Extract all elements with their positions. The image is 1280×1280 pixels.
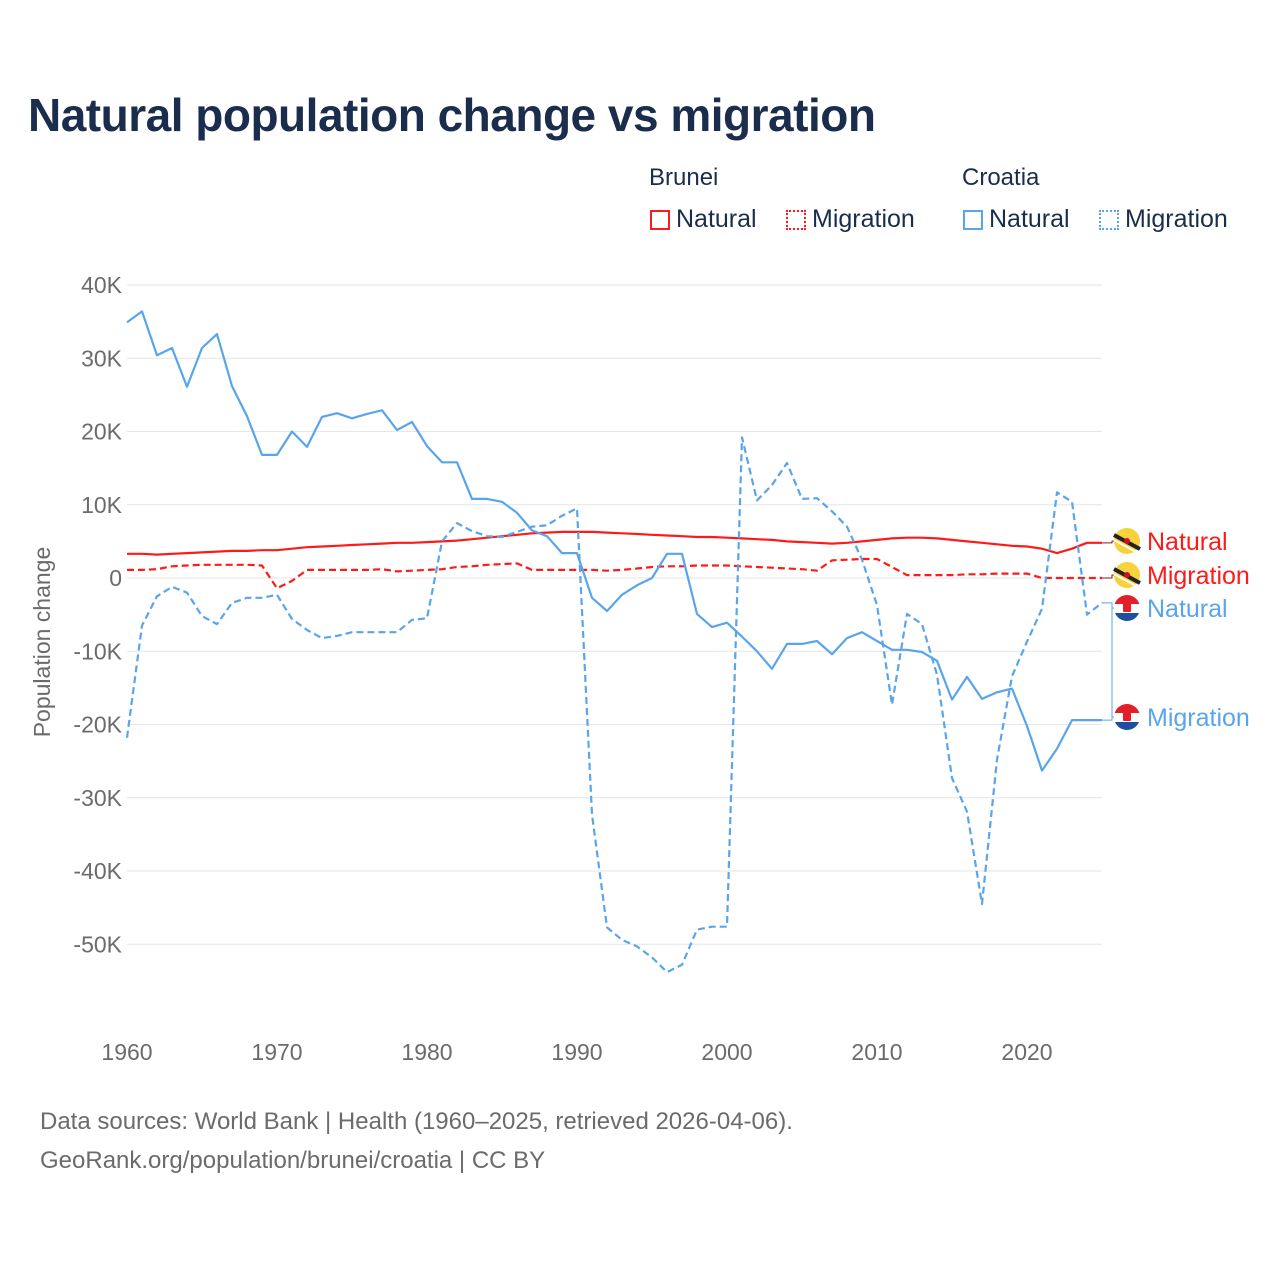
y-tick-label: -50K — [73, 931, 122, 957]
x-tick-label: 1970 — [251, 1039, 302, 1065]
flag-emblem — [1124, 538, 1130, 544]
end-label: Migration — [1147, 704, 1250, 732]
legend-swatch-dotted — [786, 209, 806, 230]
x-tick-label: 1990 — [551, 1039, 602, 1065]
legend-label: Natural — [989, 205, 1070, 233]
croatia-flag-icon — [1114, 704, 1140, 730]
flag-stripe-red — [1114, 595, 1140, 604]
end-label: Natural — [1147, 595, 1228, 623]
end-label-connector — [1102, 602, 1115, 718]
footer-sources: Data sources: World Bank | Health (1960–… — [40, 1108, 793, 1135]
end-label: Migration — [1147, 562, 1250, 590]
x-tick-label: 2010 — [851, 1039, 902, 1065]
legend-swatch-solid — [963, 209, 983, 230]
flag-shield — [1123, 711, 1131, 721]
series-line-croatia-migration — [125, 436, 1103, 974]
legend-label: Migration — [1125, 205, 1228, 233]
series-line-brunei-migration — [127, 557, 1102, 590]
chart-title: Natural population change vs migration — [28, 89, 876, 141]
flag-emblem — [1124, 572, 1130, 578]
y-tick-label: -40K — [73, 858, 122, 884]
flag-stripe-blue — [1114, 722, 1140, 730]
legend-group-brunei: Brunei — [649, 164, 719, 191]
y-tick-label: 40K — [81, 272, 123, 298]
y-tick-label: -30K — [73, 785, 122, 811]
legend-label: Natural — [676, 205, 757, 233]
flag-stripe — [1113, 573, 1139, 588]
flag-stripe-blue — [1114, 613, 1140, 621]
end-label: Natural — [1147, 528, 1228, 556]
legend-label: Migration — [812, 205, 915, 233]
y-tick-label: -20K — [73, 712, 122, 738]
footer-link[interactable]: GeoRank.org/population/brunei/croatia | … — [40, 1147, 546, 1174]
x-tick-label: 1980 — [401, 1039, 452, 1065]
legend-brunei-migration[interactable]: Migration — [786, 205, 915, 234]
flag-body — [1114, 704, 1140, 730]
brunei-flag-icon — [1113, 528, 1141, 554]
y-tick-label: 20K — [81, 419, 123, 445]
brunei-flag-icon — [1113, 562, 1141, 588]
legend-brunei-natural[interactable]: Natural — [650, 205, 757, 234]
series-line-croatia-natural — [126, 310, 1102, 772]
croatia-flag-icon — [1114, 595, 1140, 621]
y-tick-label: 0 — [109, 565, 122, 591]
y-axis-label: Population change — [29, 547, 55, 738]
legend-group-croatia: Croatia — [962, 164, 1040, 191]
legend-croatia-natural[interactable]: Natural — [963, 205, 1070, 234]
y-tick-label: 30K — [81, 345, 123, 371]
legend-croatia-migration[interactable]: Migration — [1099, 205, 1228, 234]
flag-shield — [1123, 602, 1131, 612]
x-tick-label: 2000 — [701, 1039, 752, 1065]
legend-swatch-solid — [650, 209, 670, 230]
end-label-connector — [1102, 540, 1115, 544]
y-tick-label: -10K — [73, 638, 122, 664]
series-line-brunei-natural — [127, 530, 1102, 556]
y-tick-label: 10K — [81, 492, 123, 518]
flag-stripe-red — [1114, 704, 1140, 713]
x-tick-label: 2020 — [1001, 1039, 1052, 1065]
x-tick-label: 1960 — [101, 1039, 152, 1065]
legend-swatch-dotted — [1099, 209, 1119, 230]
end-label-connector — [1102, 607, 1115, 721]
flag-body — [1114, 595, 1140, 621]
flag-stripe — [1113, 539, 1139, 554]
end-label-connector — [1102, 574, 1115, 579]
